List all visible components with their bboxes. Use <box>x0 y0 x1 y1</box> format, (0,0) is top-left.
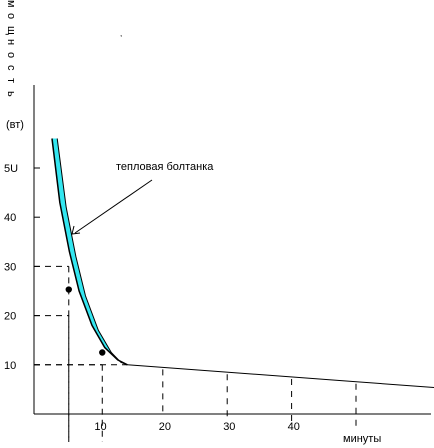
y-axis-label-letter: с <box>5 65 17 71</box>
heat-band <box>51 138 128 366</box>
y-tick-labels: 5U 40 30 20 10 <box>4 163 40 372</box>
x-tick-label: 20 <box>159 421 171 433</box>
axes <box>33 85 431 415</box>
tail-segment <box>127 364 434 389</box>
x-tick-label: 40 <box>288 421 300 433</box>
x-tick-label: 10 <box>94 421 106 433</box>
tail-ticks <box>162 369 357 426</box>
band-lower-edge <box>51 138 128 366</box>
y-axis-unit: (вт) <box>6 119 24 131</box>
tail-line <box>127 364 434 389</box>
annotation-text: тепловая болтанка <box>116 161 214 173</box>
x-tick-label: 30 <box>223 421 235 433</box>
data-point <box>65 286 72 293</box>
y-tick-label: 30 <box>4 261 16 273</box>
y-axis-label-letter: н <box>5 39 17 45</box>
x-tick-labels: 10 20 30 40 <box>94 421 299 433</box>
band-fill <box>52 138 128 365</box>
data-points <box>65 286 106 356</box>
y-axis-label-letter: щ <box>5 26 17 35</box>
y-tick-label: 10 <box>4 360 16 372</box>
y-axis-label-letter: о <box>5 52 17 58</box>
annotation-arrowhead <box>71 225 81 235</box>
stray-mark: , <box>120 29 122 38</box>
data-point <box>99 349 106 356</box>
y-axis-label-letter: м <box>5 0 17 8</box>
annotation: тепловая болтанка <box>71 161 214 235</box>
annotation-arrow <box>74 179 153 234</box>
y-axis-label-letter: ь <box>5 91 17 97</box>
y-axis-label-letter: о <box>5 13 17 19</box>
y-tick-label: 5U <box>4 163 18 175</box>
y-tick-label: 40 <box>4 212 16 224</box>
y-axis-label-letter: т <box>5 78 17 83</box>
y-tick-label: 20 <box>4 311 16 323</box>
x-axis-label: минуты <box>343 433 381 445</box>
